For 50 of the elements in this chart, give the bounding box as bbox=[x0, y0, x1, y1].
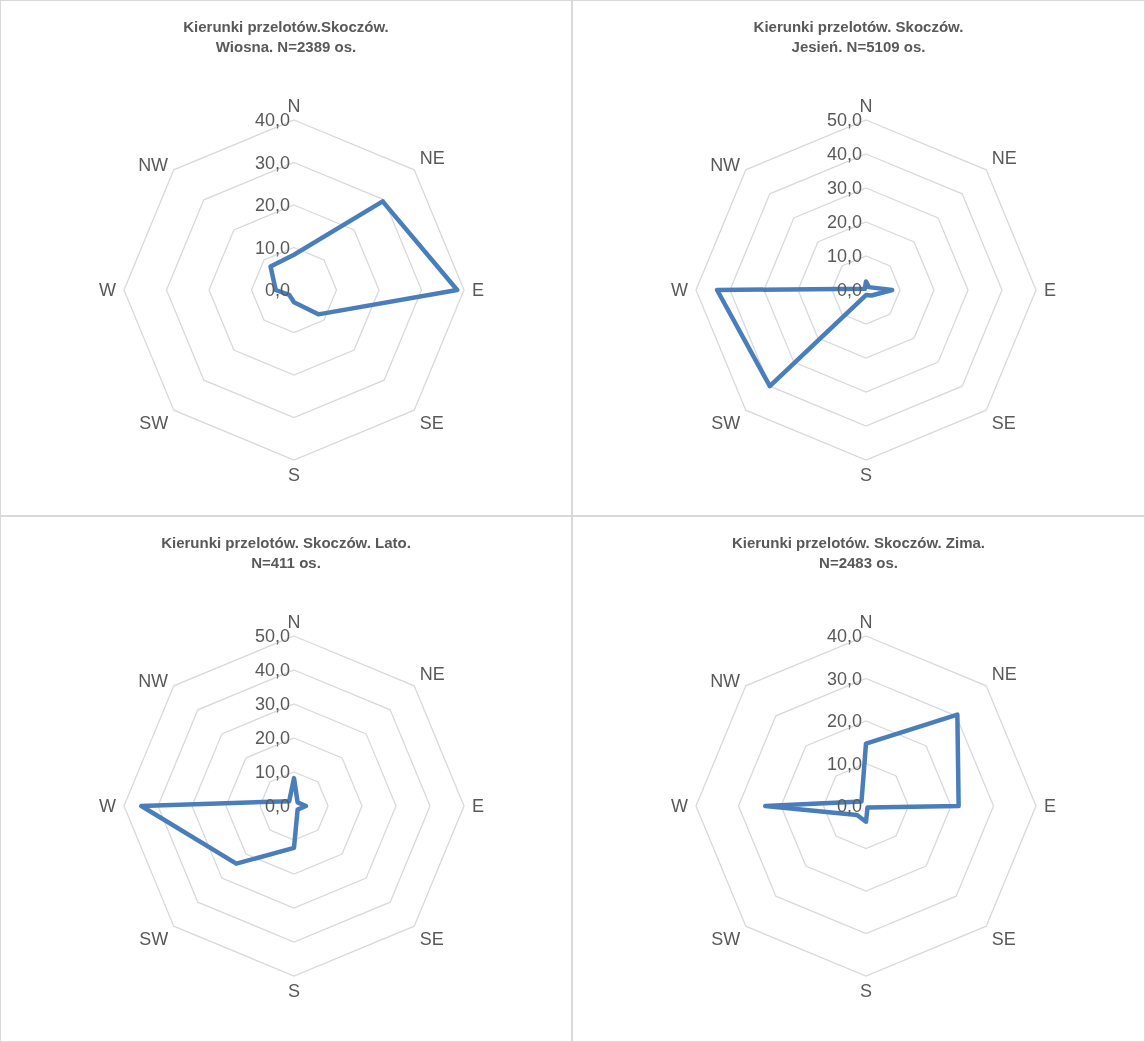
spoke-label: NE bbox=[419, 148, 445, 169]
spoke-label: SE bbox=[419, 928, 444, 949]
spoke-label: NE bbox=[419, 664, 445, 685]
y-tick-label: 20,0 bbox=[254, 195, 290, 215]
y-tick-label: 10,0 bbox=[254, 762, 290, 782]
spoke-label: S bbox=[859, 980, 873, 1001]
y-tick-label: 40,0 bbox=[826, 626, 862, 646]
spoke-label: SW bbox=[139, 412, 169, 433]
spoke-label: S bbox=[287, 980, 301, 1001]
y-tick-label: 30,0 bbox=[826, 178, 862, 198]
chart-title: Kierunki przelotów.Skoczów. Wiosna. N=2389 os. bbox=[182, 17, 390, 57]
spoke-label: SW bbox=[711, 412, 741, 433]
y-tick-label: 10,0 bbox=[826, 753, 862, 774]
spoke-label: SW bbox=[711, 928, 741, 949]
y-tick-label: 10,0 bbox=[254, 237, 290, 258]
spoke-label: E bbox=[472, 796, 485, 817]
spoke-label: SE bbox=[991, 412, 1016, 433]
y-tick-label: 20,0 bbox=[826, 212, 862, 232]
y-tick-label: 30,0 bbox=[254, 152, 290, 173]
spoke-label: NW bbox=[710, 154, 741, 175]
spoke-label: SW bbox=[139, 928, 169, 949]
spoke-label: W bbox=[671, 796, 688, 817]
spoke-label: S bbox=[287, 464, 301, 485]
y-tick-label: 20,0 bbox=[826, 711, 862, 731]
spoke-label: SE bbox=[991, 928, 1016, 949]
spoke-label: NE bbox=[991, 664, 1017, 685]
y-tick-label: 30,0 bbox=[254, 694, 290, 714]
spoke-label: E bbox=[472, 280, 485, 301]
y-tick-label: 40,0 bbox=[254, 110, 290, 130]
spoke-label: SE bbox=[419, 412, 444, 433]
y-tick-label: 20,0 bbox=[254, 728, 290, 748]
y-tick-label: 50,0 bbox=[254, 626, 290, 646]
spoke-label: NW bbox=[138, 154, 169, 175]
spoke-label: W bbox=[99, 796, 116, 817]
spoke-label: W bbox=[671, 280, 688, 301]
chart-title: Kierunki przelotów. Skoczów. Zima. N=2483 os. bbox=[730, 533, 987, 573]
y-tick-label: 50,0 bbox=[826, 110, 862, 130]
chart-title: Kierunki przelotów. Skoczów. Lato. N=411 os. bbox=[160, 533, 412, 573]
spoke-label: W bbox=[99, 280, 116, 301]
spoke-label: NE bbox=[991, 148, 1017, 169]
y-tick-label: 40,0 bbox=[826, 144, 862, 164]
y-tick-label: 30,0 bbox=[826, 668, 862, 689]
chart-title: Kierunki przelotów. Skoczów. Jesień. N=5109 os. bbox=[752, 17, 965, 57]
spoke-label: S bbox=[859, 464, 873, 485]
spoke-label: E bbox=[1044, 280, 1057, 301]
spoke-label: E bbox=[1044, 796, 1057, 817]
y-tick-label: 10,0 bbox=[826, 246, 862, 266]
y-tick-label: 40,0 bbox=[254, 660, 290, 680]
spoke-label: NW bbox=[138, 670, 169, 691]
spoke-label: NW bbox=[710, 670, 741, 691]
